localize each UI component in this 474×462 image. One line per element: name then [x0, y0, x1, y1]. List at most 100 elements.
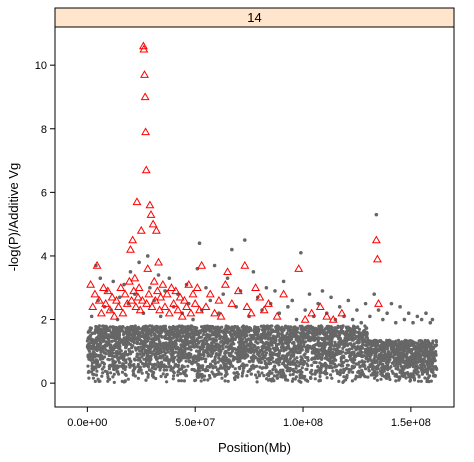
data-point [256, 352, 260, 356]
data-point [374, 355, 378, 359]
data-point [243, 353, 247, 357]
data-point [196, 375, 201, 379]
data-point [264, 340, 268, 344]
data-point [139, 341, 143, 345]
data-point [148, 332, 152, 336]
highlight-point [188, 289, 198, 298]
data-point [253, 365, 257, 369]
data-point [226, 379, 230, 383]
highlight-point [201, 302, 211, 311]
data-point [190, 324, 194, 329]
data-point [261, 325, 265, 329]
data-point [333, 326, 337, 330]
data-point [192, 368, 196, 372]
data-point [325, 376, 329, 380]
highlight-point [96, 308, 106, 317]
data-point [155, 336, 159, 340]
data-point [288, 331, 292, 335]
data-point [319, 371, 323, 375]
highlight-point [322, 311, 332, 320]
data-point [402, 354, 406, 359]
data-point [172, 340, 177, 345]
data-point [147, 344, 151, 348]
data-point [110, 357, 114, 361]
data-point [136, 335, 140, 339]
data-point [239, 350, 243, 355]
data-point [378, 360, 382, 364]
data-point [341, 364, 345, 368]
data-point [360, 353, 364, 358]
data-point [319, 330, 323, 334]
data-point [245, 363, 249, 367]
data-point [155, 346, 159, 351]
data-point [212, 340, 216, 344]
data-point [121, 332, 126, 337]
data-point [286, 360, 290, 364]
data-point [372, 376, 377, 380]
data-point [173, 333, 177, 337]
data-point [216, 360, 220, 364]
data-point [268, 352, 272, 356]
data-point [126, 377, 130, 381]
data-point [417, 375, 421, 379]
data-point [153, 367, 157, 371]
data-point [249, 356, 253, 360]
data-point [357, 340, 361, 344]
data-point [116, 336, 120, 341]
data-point [317, 344, 321, 348]
data-point [276, 354, 280, 358]
data-point [179, 367, 183, 371]
data-point [376, 308, 381, 312]
data-point [348, 342, 352, 346]
data-point [300, 366, 304, 370]
data-point [396, 359, 400, 363]
data-point [345, 363, 349, 367]
data-point [189, 345, 193, 349]
data-point [387, 338, 391, 342]
data-point [314, 370, 319, 374]
highlight-point [147, 302, 157, 311]
data-point [322, 330, 326, 334]
data-point [303, 308, 307, 312]
data-point [118, 341, 122, 345]
data-point [121, 356, 125, 360]
data-point [222, 341, 226, 345]
data-point [142, 353, 146, 357]
data-point [163, 353, 167, 357]
data-point [299, 380, 303, 384]
data-point [198, 369, 202, 373]
data-point [111, 325, 115, 329]
data-point [136, 376, 140, 380]
data-point [199, 335, 203, 339]
data-point [110, 339, 114, 343]
data-point [241, 330, 245, 334]
data-point [184, 328, 188, 332]
highlight-point [307, 308, 317, 317]
highlight-point [175, 292, 185, 301]
data-point [263, 359, 267, 363]
data-point [170, 349, 174, 353]
data-point [261, 357, 265, 361]
data-point [337, 305, 342, 309]
data-point [375, 347, 379, 351]
data-point [302, 342, 306, 346]
data-point [242, 366, 246, 370]
highlight-point [371, 235, 381, 244]
data-point [375, 378, 379, 382]
data-point [171, 336, 175, 340]
data-point [144, 378, 148, 382]
data-point [171, 370, 176, 374]
data-point [251, 346, 255, 350]
highlight-point [242, 302, 252, 311]
x-axis-title: Position(Mb) [218, 440, 291, 455]
data-point [227, 347, 231, 352]
data-point [268, 377, 272, 381]
data-point [187, 360, 191, 364]
data-point [220, 325, 224, 329]
data-point [127, 357, 131, 361]
data-point [426, 341, 430, 345]
data-point [184, 359, 188, 363]
data-point [427, 357, 431, 361]
data-point [281, 354, 285, 358]
highlight-point [179, 295, 189, 304]
